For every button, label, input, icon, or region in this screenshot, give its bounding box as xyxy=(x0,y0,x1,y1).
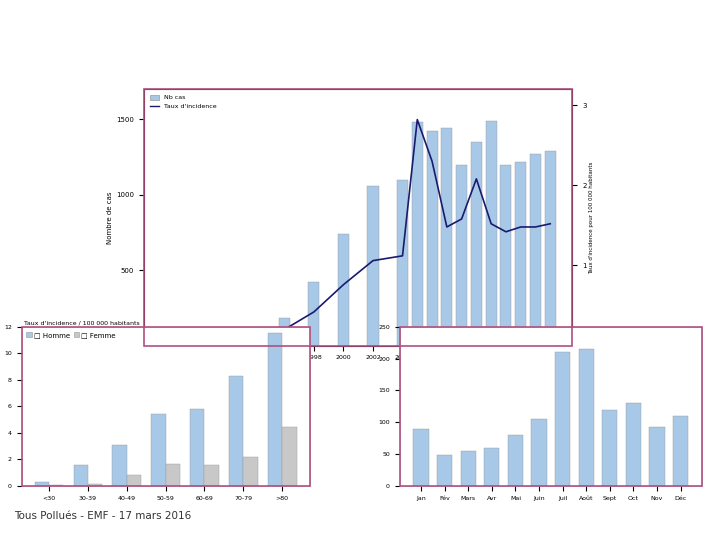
Bar xyxy=(530,154,541,346)
Bar xyxy=(35,482,49,486)
Bar xyxy=(579,349,594,486)
Bar xyxy=(204,465,219,486)
Legend: □ Homme, □ Femme: □ Homme, □ Femme xyxy=(25,330,117,339)
Bar xyxy=(190,338,202,346)
Text: Taux d'incidence / 100 000 habitants: Taux d'incidence / 100 000 habitants xyxy=(24,320,140,325)
Bar xyxy=(112,445,127,486)
Bar xyxy=(531,419,546,486)
Legend: Nb cas, Taux d'incidence: Nb cas, Taux d'incidence xyxy=(147,92,219,112)
Bar xyxy=(127,475,141,486)
Bar xyxy=(649,427,665,486)
Bar xyxy=(545,151,556,346)
Bar xyxy=(190,409,204,486)
Bar xyxy=(555,352,570,486)
Text: Epidémiologie: Epidémiologie xyxy=(13,28,256,58)
Bar xyxy=(279,319,290,346)
Bar xyxy=(437,455,452,486)
Bar xyxy=(456,165,467,346)
Bar xyxy=(461,451,476,486)
Bar xyxy=(397,180,408,346)
Bar xyxy=(426,131,438,346)
Bar xyxy=(500,165,511,346)
Bar xyxy=(268,333,282,486)
Bar xyxy=(229,376,243,486)
Bar xyxy=(73,465,88,486)
Bar xyxy=(413,429,428,486)
Bar xyxy=(626,403,641,486)
Bar xyxy=(441,129,452,346)
Bar xyxy=(166,464,180,486)
Bar xyxy=(484,448,500,486)
Bar xyxy=(338,234,349,346)
Bar xyxy=(161,339,171,346)
Bar xyxy=(151,414,166,486)
Bar xyxy=(88,484,102,486)
Bar xyxy=(249,330,261,346)
Bar xyxy=(485,121,497,346)
Bar xyxy=(515,161,526,346)
Y-axis label: Nombre de cas: Nombre de cas xyxy=(107,191,114,244)
Bar xyxy=(367,186,379,346)
Bar xyxy=(220,335,231,346)
Bar xyxy=(308,282,320,346)
Y-axis label: Taux d'incidence pour 100 000 habitants: Taux d'incidence pour 100 000 habitants xyxy=(590,161,595,274)
Bar xyxy=(282,427,297,486)
Bar xyxy=(673,416,688,486)
Bar xyxy=(602,409,618,486)
Bar xyxy=(508,435,523,486)
Bar xyxy=(243,457,258,486)
Bar xyxy=(471,142,482,346)
Bar xyxy=(49,485,63,486)
Text: Tous Pollués - EMF - 17 mars 2016: Tous Pollués - EMF - 17 mars 2016 xyxy=(14,511,192,521)
Bar xyxy=(412,122,423,346)
